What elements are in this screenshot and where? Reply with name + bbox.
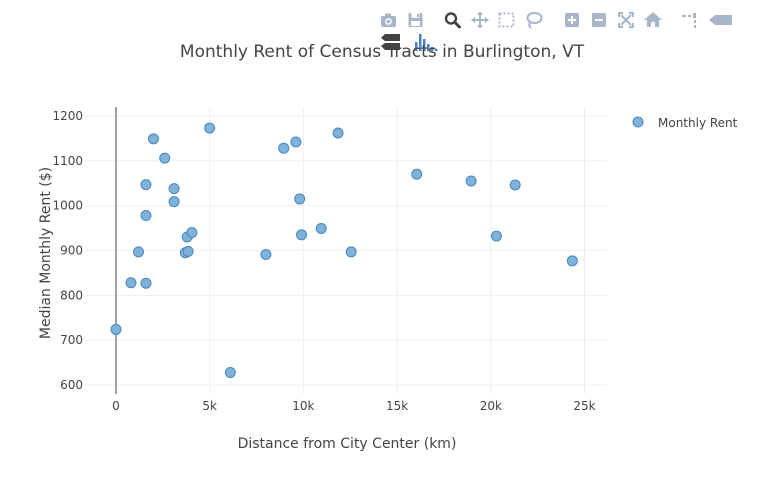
- box-select-icon[interactable]: [496, 9, 518, 31]
- x-tick-label: 5k: [202, 399, 217, 413]
- data-point[interactable]: [509, 179, 521, 191]
- x-tick-label: 20k: [480, 399, 502, 413]
- data-point[interactable]: [465, 175, 477, 187]
- reset-axes-icon[interactable]: [642, 9, 674, 31]
- x-axis-title: Distance from City Center (km): [238, 436, 457, 452]
- zoom-in-icon[interactable]: [561, 9, 583, 31]
- hover-closest-icon[interactable]: [706, 9, 736, 31]
- data-point[interactable]: [110, 323, 122, 335]
- x-tick-label: 0: [112, 399, 120, 413]
- y-tick-label: 1200: [52, 109, 83, 123]
- data-point[interactable]: [224, 366, 236, 378]
- data-point[interactable]: [168, 183, 180, 195]
- y-tick-label: 1000: [52, 199, 83, 213]
- data-point[interactable]: [566, 255, 578, 267]
- y-axis-title: Median Monthly Rent ($): [38, 167, 54, 339]
- plotly-logo-icon[interactable]: [413, 31, 441, 53]
- y-tick-label: 1100: [52, 154, 83, 168]
- data-point[interactable]: [490, 230, 502, 242]
- data-point[interactable]: [168, 196, 180, 208]
- save-icon[interactable]: [405, 9, 437, 31]
- x-tick-label: 10k: [292, 399, 314, 413]
- data-point[interactable]: [204, 122, 216, 134]
- camera-icon[interactable]: [378, 9, 400, 31]
- y-tick-label: 900: [60, 244, 83, 258]
- axes: 600 700 800 900 1000 1100 1200 0 5k 10k 15k 20k 25k: [52, 107, 596, 413]
- data-point[interactable]: [332, 127, 344, 139]
- hover-compare-icon[interactable]: [378, 31, 408, 53]
- data-point[interactable]: [132, 246, 144, 258]
- data-point[interactable]: [411, 168, 423, 180]
- lasso-select-icon[interactable]: [523, 9, 555, 31]
- chart-title: Monthly Rent of Census Tracts in Burling…: [180, 42, 585, 62]
- data-point[interactable]: [186, 227, 198, 239]
- zoom-icon[interactable]: [442, 9, 464, 31]
- zoom-out-icon[interactable]: [588, 9, 610, 31]
- data-point[interactable]: [290, 136, 302, 148]
- data-point[interactable]: [260, 249, 272, 261]
- modebar: [378, 9, 765, 51]
- data-points[interactable]: [110, 122, 578, 378]
- data-point[interactable]: [140, 210, 152, 222]
- legend-label: Monthly Rent: [658, 116, 738, 130]
- data-point[interactable]: [140, 277, 152, 289]
- data-point[interactable]: [140, 179, 152, 191]
- data-point[interactable]: [294, 193, 306, 205]
- data-point[interactable]: [182, 245, 194, 257]
- y-tick-label: 700: [60, 333, 83, 347]
- data-point[interactable]: [315, 223, 327, 235]
- data-point[interactable]: [296, 229, 308, 241]
- x-tick-label: 15k: [386, 399, 408, 413]
- y-tick-label: 800: [60, 288, 83, 302]
- data-point[interactable]: [125, 277, 137, 289]
- x-tick-label: 25k: [573, 399, 595, 413]
- data-point[interactable]: [159, 152, 171, 164]
- autoscale-icon[interactable]: [615, 9, 637, 31]
- legend-marker: [632, 116, 644, 128]
- data-point[interactable]: [345, 246, 357, 258]
- pan-icon[interactable]: [469, 9, 491, 31]
- spike-lines-icon[interactable]: [679, 9, 701, 31]
- data-point[interactable]: [278, 142, 290, 154]
- legend[interactable]: Monthly Rent: [632, 116, 738, 130]
- y-tick-label: 600: [60, 378, 83, 392]
- data-point[interactable]: [147, 133, 159, 145]
